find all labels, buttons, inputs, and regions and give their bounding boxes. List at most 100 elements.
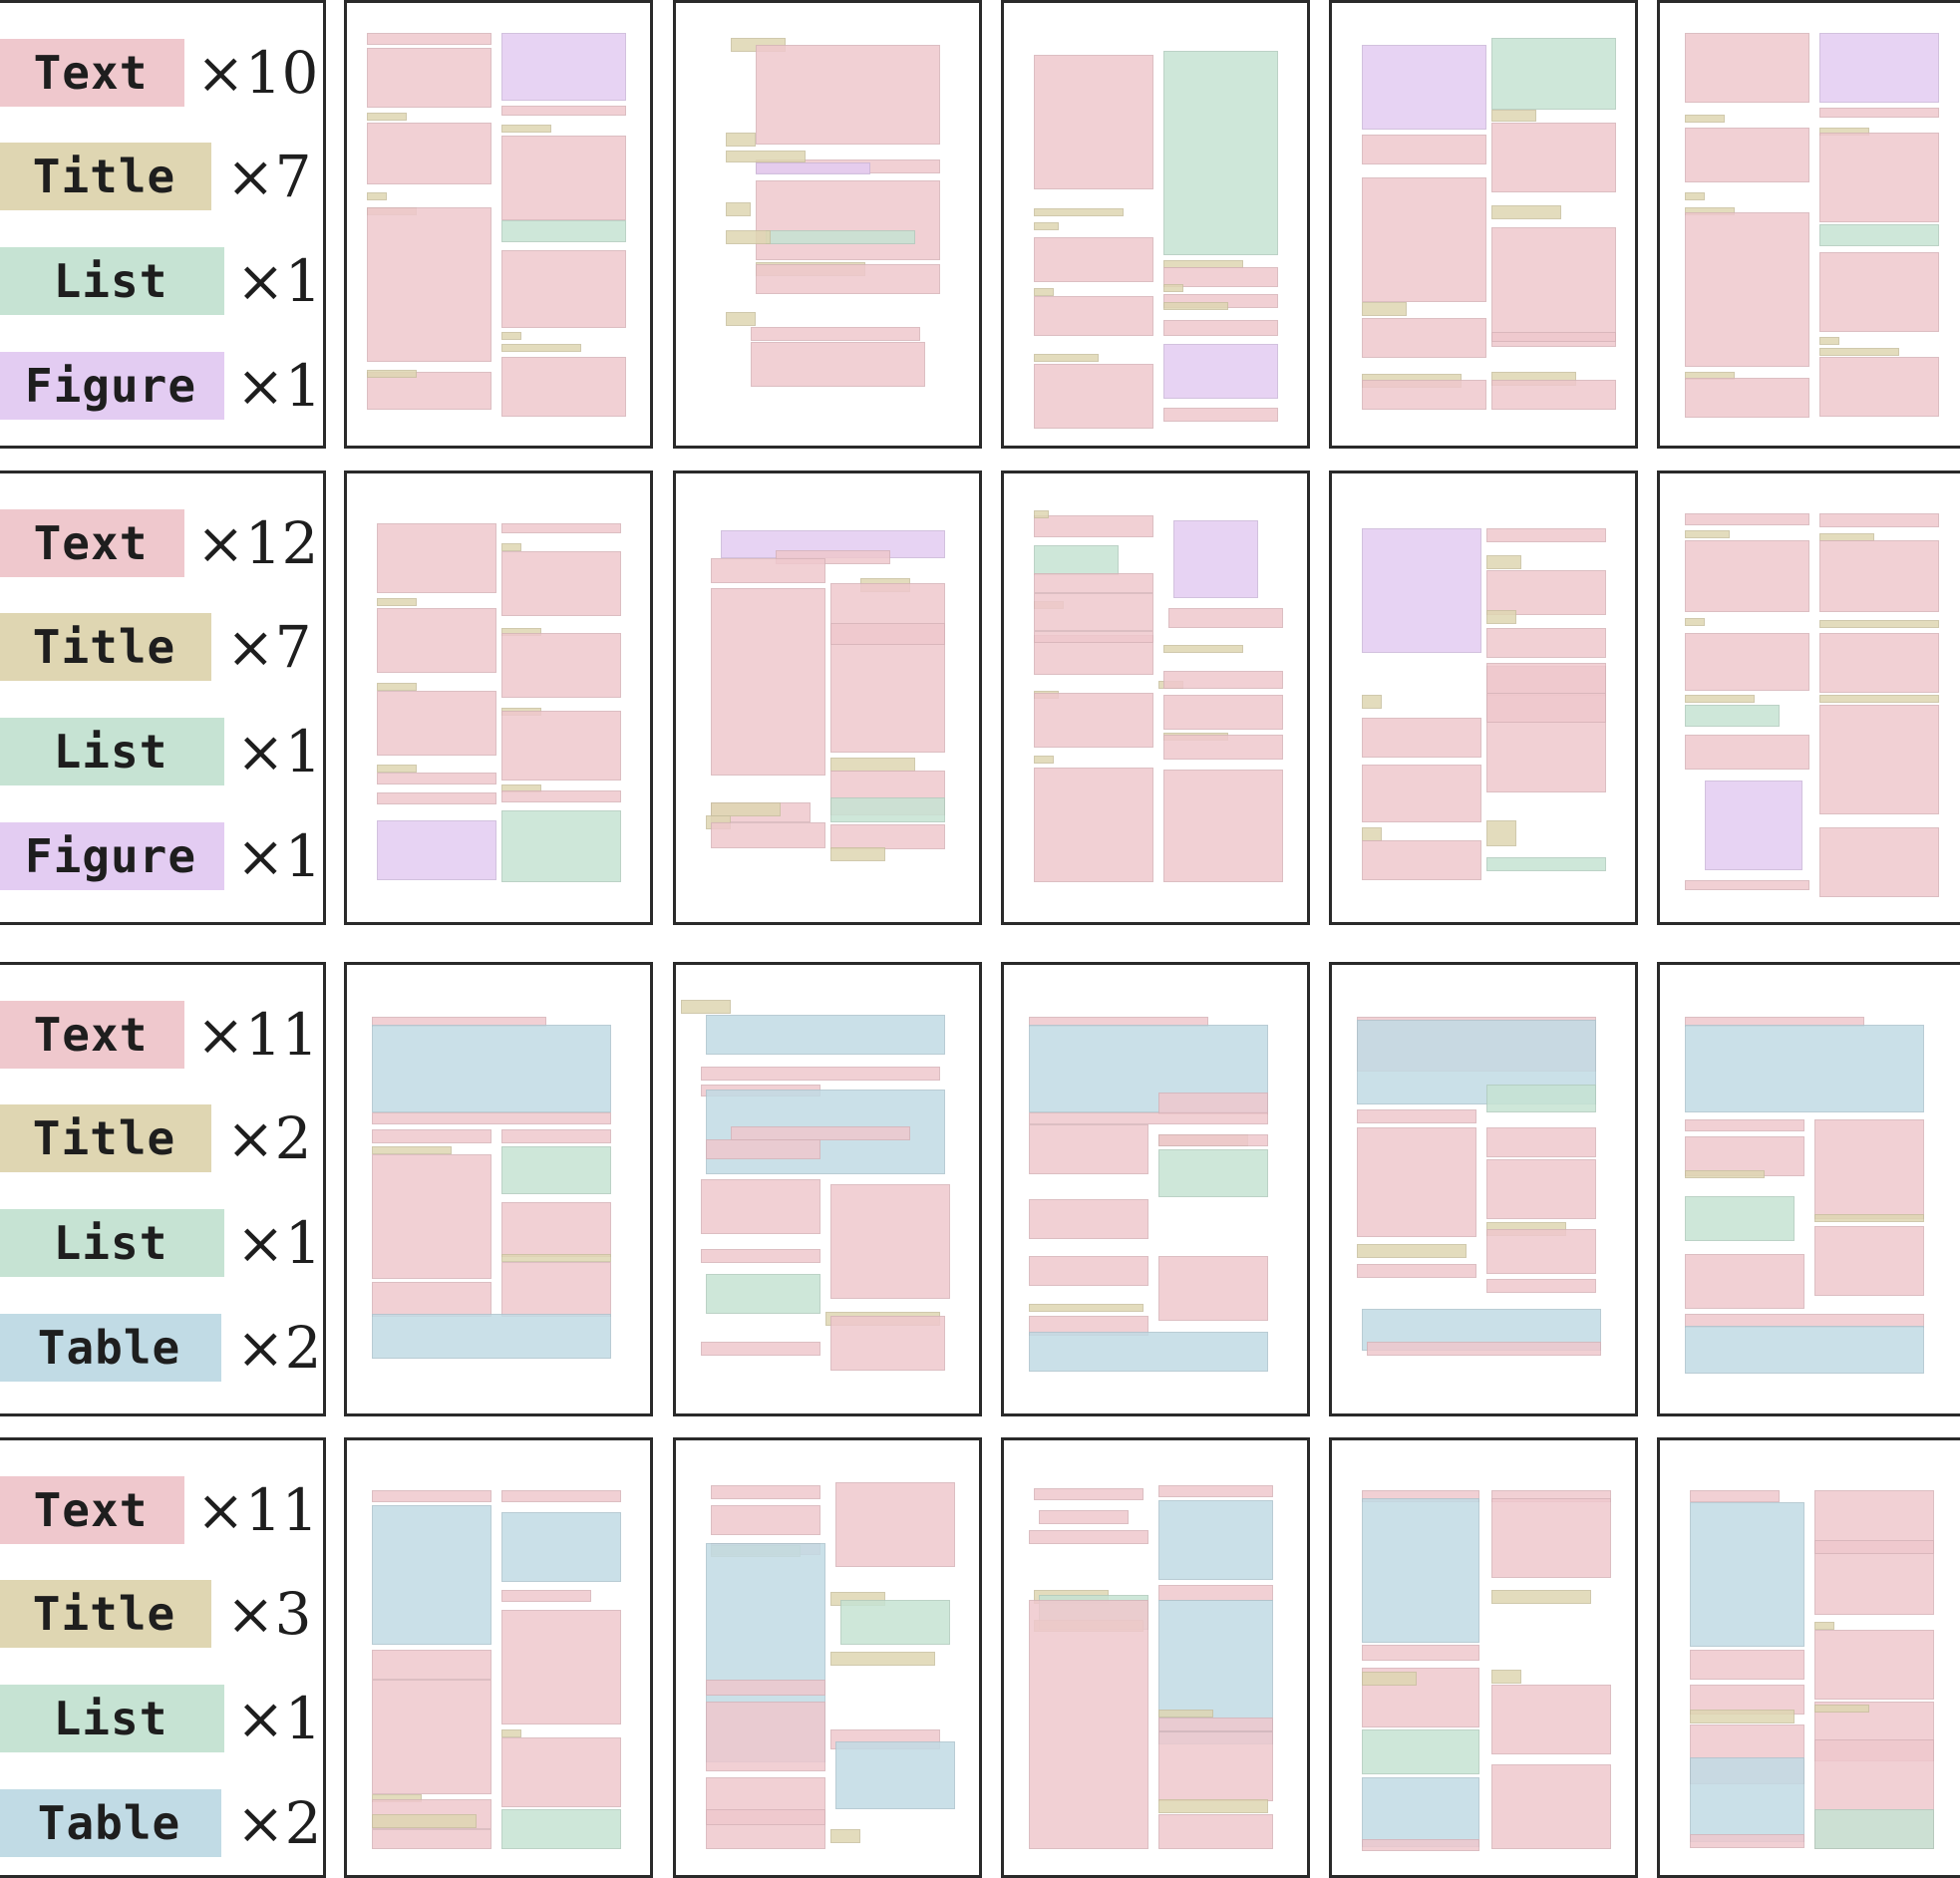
- layout-block-text: [1814, 1540, 1934, 1554]
- layout-block-list: [501, 1146, 611, 1194]
- layout-block-title: [367, 370, 417, 378]
- layout-block-table: [1685, 1025, 1924, 1112]
- layout-block-title: [1491, 110, 1536, 122]
- layout-block-text: [1685, 880, 1809, 890]
- layout-block-text: [501, 1202, 611, 1257]
- layout-block-text: [1486, 628, 1606, 658]
- layout-block-text: [1486, 1127, 1596, 1157]
- layout-page-thumbnail: [1001, 962, 1310, 1416]
- layout-block-text: [372, 1829, 491, 1849]
- layout-block-text: [1685, 1119, 1804, 1131]
- layout-block-title: [1491, 205, 1561, 219]
- legend-chip-title: Title: [0, 1104, 211, 1172]
- layout-block-text: [367, 48, 491, 108]
- legend-chip-list: List: [0, 718, 224, 785]
- layout-block-text: [1362, 840, 1481, 880]
- layout-block-text: [1491, 1685, 1611, 1754]
- layout-block-text: [1029, 1530, 1148, 1544]
- layout-block-text: [1819, 540, 1939, 612]
- layout-block-title: [1814, 1705, 1869, 1713]
- layout-block-text: [372, 1490, 491, 1502]
- layout-block-text: [1029, 1256, 1148, 1286]
- legend-count: ×12: [196, 509, 319, 577]
- layout-block-text: [501, 106, 626, 116]
- layout-block-text: [377, 691, 496, 756]
- layout-block-figure: [756, 162, 870, 174]
- layout-block-text: [1034, 296, 1153, 336]
- layout-block-text: [1158, 1093, 1268, 1114]
- layout-block-title: [1486, 555, 1521, 569]
- layout-block-text: [1034, 593, 1153, 631]
- layout-block-text: [1819, 827, 1939, 897]
- layout-block-text: [711, 822, 825, 848]
- layout-block-text: [1163, 735, 1283, 760]
- layout-block-text: [1034, 237, 1153, 282]
- layout-block-text: [706, 1809, 825, 1825]
- layout-block-text: [1158, 1256, 1268, 1321]
- layout-block-text: [501, 136, 626, 220]
- layout-block-text: [1357, 1264, 1476, 1278]
- legend-count: ×7: [226, 143, 312, 210]
- layout-block-text: [1163, 770, 1283, 882]
- layout-block-text: [1362, 135, 1486, 164]
- layout-block-text: [377, 792, 496, 804]
- layout-block-figure: [1173, 520, 1258, 598]
- layout-block-list: [1685, 1196, 1795, 1241]
- legend-count: ×2: [226, 1104, 312, 1172]
- layout-block-title: [1362, 1672, 1417, 1686]
- layout-block-text: [1685, 735, 1809, 770]
- layout-block-text: [1158, 1814, 1273, 1849]
- layout-block-figure: [1362, 528, 1481, 653]
- layout-block-table: [1029, 1332, 1268, 1372]
- layout-block-title: [830, 758, 915, 772]
- layout-block-text: [731, 1126, 910, 1140]
- legend-panel: Text ×10 Title ×7 List ×1 Figure ×1: [0, 0, 326, 449]
- legend-chip-title: Title: [0, 613, 211, 681]
- layout-block-text: [830, 583, 945, 753]
- layout-block-text: [1034, 364, 1153, 429]
- layout-block-title: [1814, 1622, 1834, 1630]
- layout-block-text: [1685, 1136, 1804, 1176]
- layout-block-text: [1486, 528, 1606, 542]
- layout-block-text: [367, 33, 491, 45]
- layout-block-text: [1163, 671, 1283, 689]
- layout-block-title: [1819, 337, 1839, 345]
- layout-page-thumbnail: [1329, 962, 1638, 1416]
- layout-block-title: [711, 802, 781, 816]
- layout-block-title: [372, 1146, 452, 1154]
- layout-block-text: [1486, 1279, 1596, 1293]
- legend-chip-list: List: [0, 1685, 224, 1752]
- layout-block-list: [830, 797, 945, 822]
- layout-block-text: [377, 608, 496, 673]
- layout-block-text: [501, 357, 626, 417]
- layout-block-text: [1486, 1159, 1596, 1219]
- legend-count: ×11: [196, 1001, 319, 1069]
- legend-panel: Text ×12 Title ×7 List ×1 Figure ×1: [0, 470, 326, 925]
- layout-block-text: [830, 824, 945, 849]
- layout-block-title: [726, 230, 771, 244]
- layout-block-list: [501, 1809, 621, 1849]
- layout-block-title: [1486, 820, 1516, 846]
- layout-block-text: [711, 1505, 820, 1535]
- layout-block-title: [377, 683, 417, 691]
- layout-block-title: [830, 1652, 935, 1666]
- layout-block-title: [726, 133, 756, 147]
- layout-block-title: [830, 847, 885, 861]
- layout-block-text: [1034, 631, 1153, 643]
- layout-block-title: [1685, 530, 1730, 538]
- layout-block-text: [701, 1179, 820, 1234]
- layout-block-title: [1163, 284, 1183, 292]
- layout-block-text: [377, 523, 496, 593]
- layout-block-text: [1029, 1600, 1148, 1849]
- layout-page-thumbnail: [1657, 1437, 1960, 1878]
- layout-block-text: [830, 1316, 945, 1371]
- layout-block-text: [372, 1650, 491, 1680]
- layout-block-title: [501, 1729, 521, 1737]
- layout-block-text: [1491, 227, 1616, 347]
- layout-page-thumbnail: [1001, 0, 1310, 449]
- layout-block-text: [1029, 1124, 1148, 1174]
- layout-block-text: [501, 790, 621, 802]
- layout-block-title: [501, 125, 551, 133]
- layout-page-thumbnail: [1329, 1437, 1638, 1878]
- layout-block-text: [1819, 705, 1939, 814]
